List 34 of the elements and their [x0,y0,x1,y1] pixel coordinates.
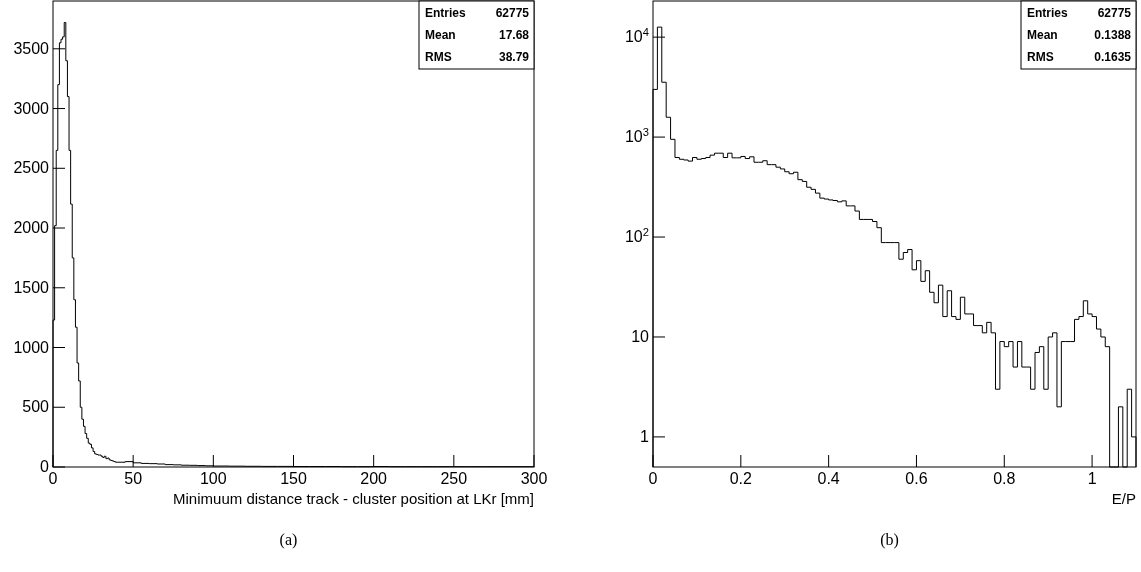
x-tick-label: 1 [1087,470,1097,487]
text: RMS 0.1635 [1027,50,1131,64]
y-tick-label: 1 [640,427,650,445]
x-tick-label: 50 [124,470,143,487]
text: (b) [880,531,899,549]
text: RMS 38.79 [425,50,529,64]
text: Mean 17.68 [425,28,529,42]
text: Mean 0.1388 [1027,28,1131,42]
x-tick-label: 0.2 [729,470,753,487]
y-tick-label: 500 [22,398,50,416]
x-tick-label: 150 [280,470,307,487]
x-tick-label: 0.4 [817,470,840,487]
text: Entries 62775 [1027,6,1131,20]
x-tick-label: 100 [199,470,227,487]
y-tick-label: 10$^{4}$ [624,26,649,46]
y-tick-label: 10 [631,327,650,345]
x-tick-label: 0.6 [905,470,928,487]
y-tick-label: 0 [40,458,50,475]
x-tick-label: 0.8 [993,470,1016,487]
x-axis-title: E/P [1111,490,1136,507]
text: Entries 62775 [425,6,529,20]
y-tick-label: 1000 [13,338,50,356]
y-tick-label: 3000 [13,99,50,117]
x-tick-label: 200 [360,470,388,487]
x-tick-label: 250 [440,470,468,487]
x-tick-label: 300 [520,470,548,487]
y-tick-label: 10$^{3}$ [624,126,649,146]
text: (a) [279,531,298,549]
y-tick-label: 10$^{2}$ [624,226,649,246]
y-tick-label: 2000 [13,219,50,237]
y-tick-label: 1500 [13,278,50,296]
x-axis-title: Minimuum distance track - cluster position at LKr [mm] [173,490,534,507]
y-tick-label: 3500 [13,39,50,57]
y-tick-label: 2500 [13,159,50,177]
